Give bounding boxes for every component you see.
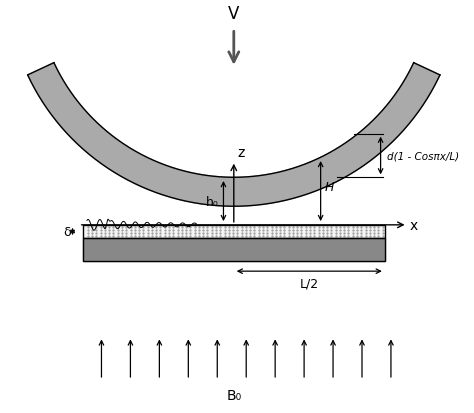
Bar — [83, 225, 385, 238]
Text: h₀: h₀ — [206, 195, 219, 208]
Text: L/2: L/2 — [300, 276, 319, 290]
Text: d(1 - Cosπx/L): d(1 - Cosπx/L) — [387, 151, 459, 161]
Polygon shape — [27, 64, 440, 207]
Bar — [83, 238, 385, 261]
Text: x: x — [410, 218, 418, 232]
Text: H: H — [325, 181, 334, 194]
Bar — [83, 225, 385, 238]
Text: δ: δ — [63, 225, 71, 238]
Text: z: z — [237, 145, 245, 159]
Bar — [83, 238, 385, 261]
Text: V: V — [228, 5, 239, 23]
Text: B₀: B₀ — [226, 388, 241, 402]
